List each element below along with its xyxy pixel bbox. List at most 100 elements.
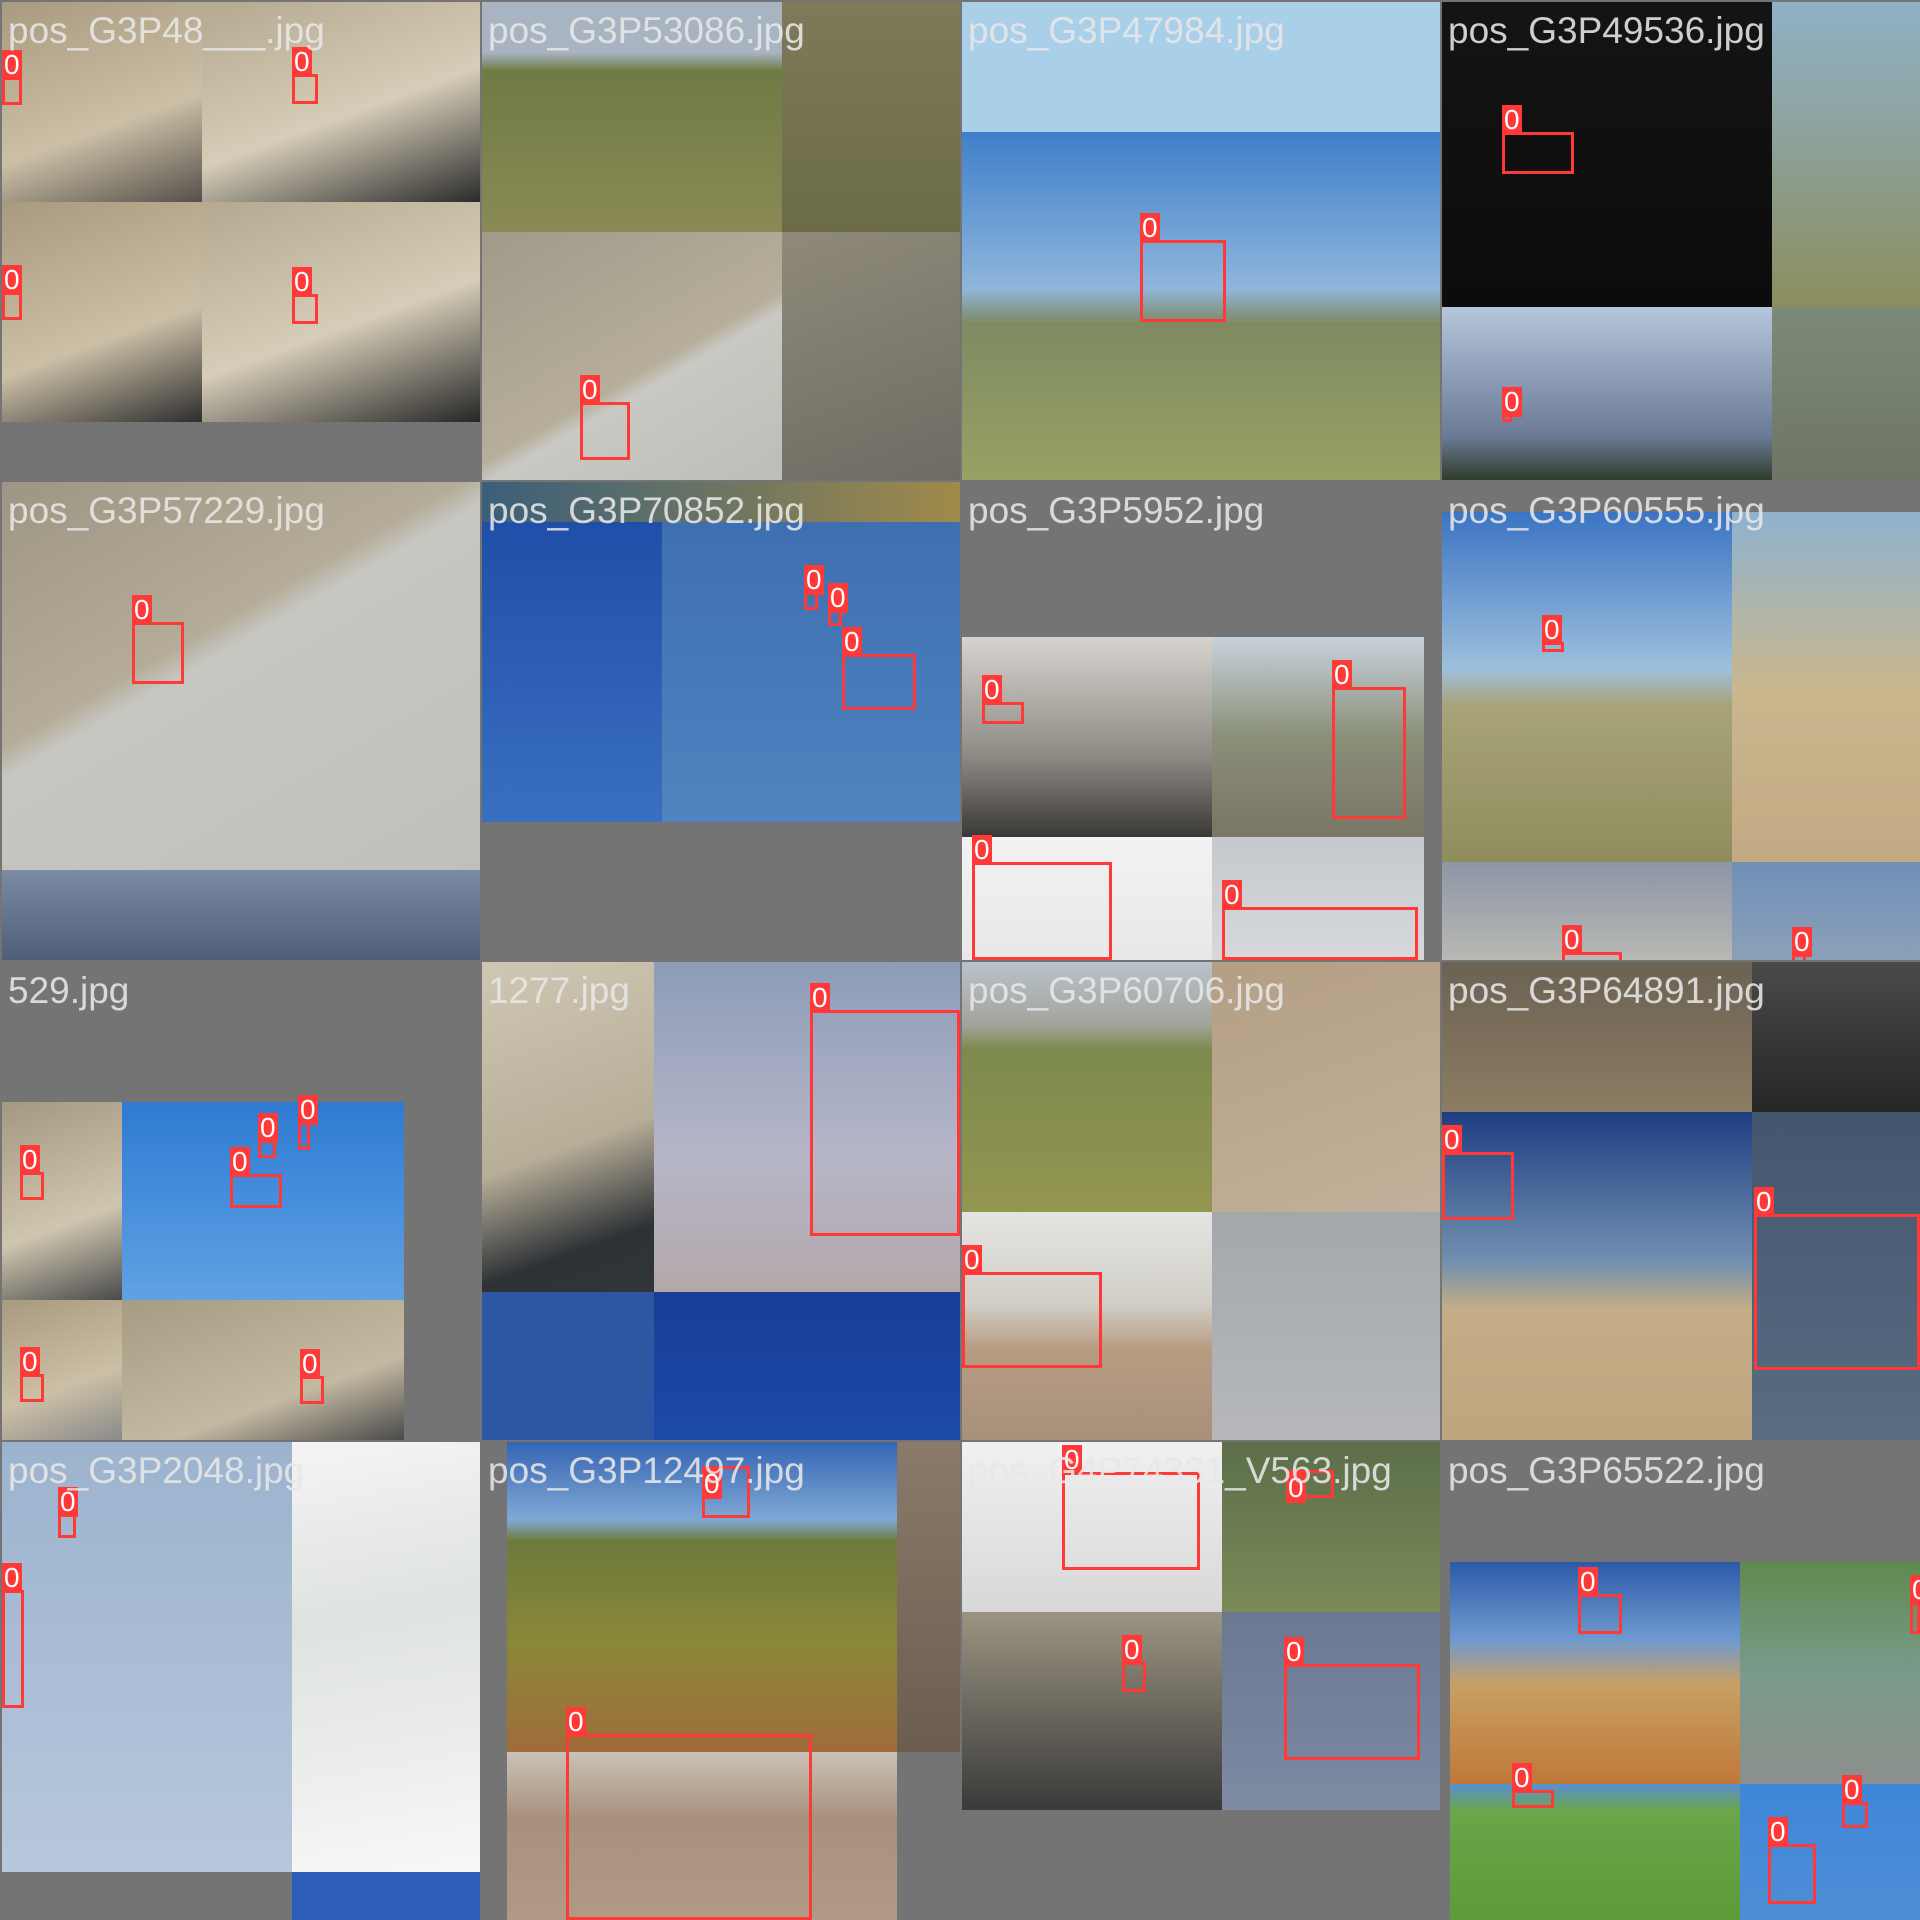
mosaic-tile: 0 pos_G3P60706.jpg <box>962 962 1440 1440</box>
class-label: 0 <box>20 1144 40 1175</box>
tile-filename: pos_G3P47984.jpg <box>968 10 1285 51</box>
tile-filename: pos_G3P49536.jpg <box>1448 10 1765 51</box>
tile-filename: pos_G3P60706.jpg <box>968 970 1285 1011</box>
class-label: 0 <box>962 1244 982 1275</box>
image-fragment <box>962 962 1212 1212</box>
class-label: 0 <box>1512 1762 1532 1793</box>
detection-box: 0 <box>1910 1575 1920 1634</box>
image-fragment <box>654 962 960 1292</box>
image-fragment <box>897 1752 960 1920</box>
class-label: 0 <box>842 626 862 657</box>
detection-box: 0 <box>132 595 184 684</box>
detection-box: 0 <box>1140 213 1226 322</box>
class-label: 0 <box>1140 212 1160 243</box>
image-fragment <box>962 132 1440 480</box>
class-label: 0 <box>58 1486 78 1517</box>
class-label: 0 <box>1842 1774 1862 1805</box>
class-label: 0 <box>1792 926 1812 957</box>
image-fragment <box>1740 1562 1920 1784</box>
class-label: 0 <box>2 264 22 295</box>
class-label: 0 <box>1502 104 1522 135</box>
detection-box: 0 <box>1502 105 1574 174</box>
class-label: 0 <box>20 1346 40 1377</box>
tile-filename: pos_G3P2048.jpg <box>8 1450 305 1491</box>
mosaic-tile: 0 0 pos_G3P12497.jpg <box>482 1442 960 1920</box>
image-fragment <box>897 1442 960 1752</box>
detection-box: 0 <box>842 627 916 710</box>
image-fragment <box>292 1872 480 1920</box>
image-fragment <box>1222 1612 1440 1810</box>
tile-filename: pos_G3P64891.jpg <box>1448 970 1765 1011</box>
class-label: 0 <box>828 582 848 613</box>
detection-box: 0 <box>1542 615 1564 652</box>
class-label: 0 <box>1222 879 1242 910</box>
class-label: 0 <box>300 1348 320 1379</box>
class-label: 0 <box>804 564 824 595</box>
class-label: 0 <box>1542 614 1562 645</box>
detection-box: 0 <box>258 1113 278 1158</box>
mosaic-tile: 0 pos_G3P57229.jpg <box>2 482 480 960</box>
detection-box: 0 <box>230 1147 282 1208</box>
class-label: 0 <box>982 674 1002 705</box>
image-fragment <box>1442 307 1772 480</box>
detection-box: 0 <box>962 1245 1102 1368</box>
detection-box: 0 <box>580 375 630 460</box>
class-label: 0 <box>292 46 312 77</box>
detection-box: 0 <box>566 1707 812 1920</box>
tile-filename: 529.jpg <box>8 970 130 1011</box>
detection-box: 0 <box>982 675 1024 724</box>
image-fragment <box>482 1292 654 1440</box>
image-fragment <box>1442 1112 1752 1440</box>
image-fragment <box>1450 1784 1740 1920</box>
mosaic-tile: 0 0 pos_G3P49536.jpg <box>1442 2 1920 480</box>
image-fragment <box>202 2 480 202</box>
class-label: 0 <box>1284 1636 1304 1667</box>
detection-box: 0 <box>1442 1125 1514 1220</box>
image-fragment <box>654 1292 960 1440</box>
detection-box: 0 <box>1222 880 1418 960</box>
detection-box: 0 <box>1062 1445 1200 1570</box>
mosaic-tile: 0 0 0 0 0 pos_G3P65522.jpg <box>1442 1442 1920 1920</box>
image-fragment <box>1740 1784 1920 1920</box>
tile-filename: pos_G3P57229.jpg <box>8 490 325 531</box>
image-fragment <box>507 1752 897 1920</box>
class-label: 0 <box>1442 1124 1462 1155</box>
image-fragment <box>962 1212 1212 1440</box>
detection-box: 0 <box>1332 660 1406 819</box>
tile-filename: pos_G4P74331_V563.jpg <box>968 1450 1392 1491</box>
detection-box: 0 <box>1792 927 1812 960</box>
detection-box: 0 <box>298 1095 318 1150</box>
tile-filename: 1277.jpg <box>488 970 630 1011</box>
class-label: 0 <box>702 1468 722 1499</box>
mosaic-tile: 0 0 pos_G3P64891.jpg <box>1442 962 1920 1440</box>
image-fragment <box>1212 962 1440 1212</box>
detection-box: 0 <box>1842 1775 1868 1828</box>
class-label: 0 <box>258 1112 278 1143</box>
detection-box: 0 <box>292 267 318 324</box>
image-fragment <box>962 637 1212 837</box>
image-fragment <box>122 1300 404 1440</box>
image-fragment <box>2 482 480 870</box>
image-fragment <box>1732 512 1920 862</box>
tile-filename: pos_G3P70852.jpg <box>488 490 805 531</box>
detection-box: 0 <box>702 1466 750 1518</box>
mosaic-tile: 0 0 0 0 pos_G3P5952.jpg <box>962 482 1440 960</box>
detection-box: 0 <box>20 1145 44 1200</box>
mosaic-tile: 0 0 0 0 pos_G4P74331_V563.jpg <box>962 1442 1440 1920</box>
detection-box: 0 <box>58 1487 78 1538</box>
mosaic-tile: 0 0 pos_G3P2048.jpg <box>2 1442 480 1920</box>
class-label: 0 <box>810 982 830 1013</box>
image-fragment <box>292 1442 480 1872</box>
class-label: 0 <box>580 374 600 405</box>
tile-filename: pos_G3P53086.jpg <box>488 10 805 51</box>
class-label: 0 <box>2 1562 22 1593</box>
detection-box: 0 <box>828 583 848 626</box>
detection-box: 0 <box>1768 1817 1816 1904</box>
class-label: 0 <box>1286 1472 1306 1503</box>
image-fragment <box>1442 512 1732 862</box>
detection-box: 0 <box>804 565 824 610</box>
image-fragment <box>1442 1442 1920 1562</box>
image-fragment <box>962 837 1212 960</box>
image-fragment <box>1732 862 1920 960</box>
